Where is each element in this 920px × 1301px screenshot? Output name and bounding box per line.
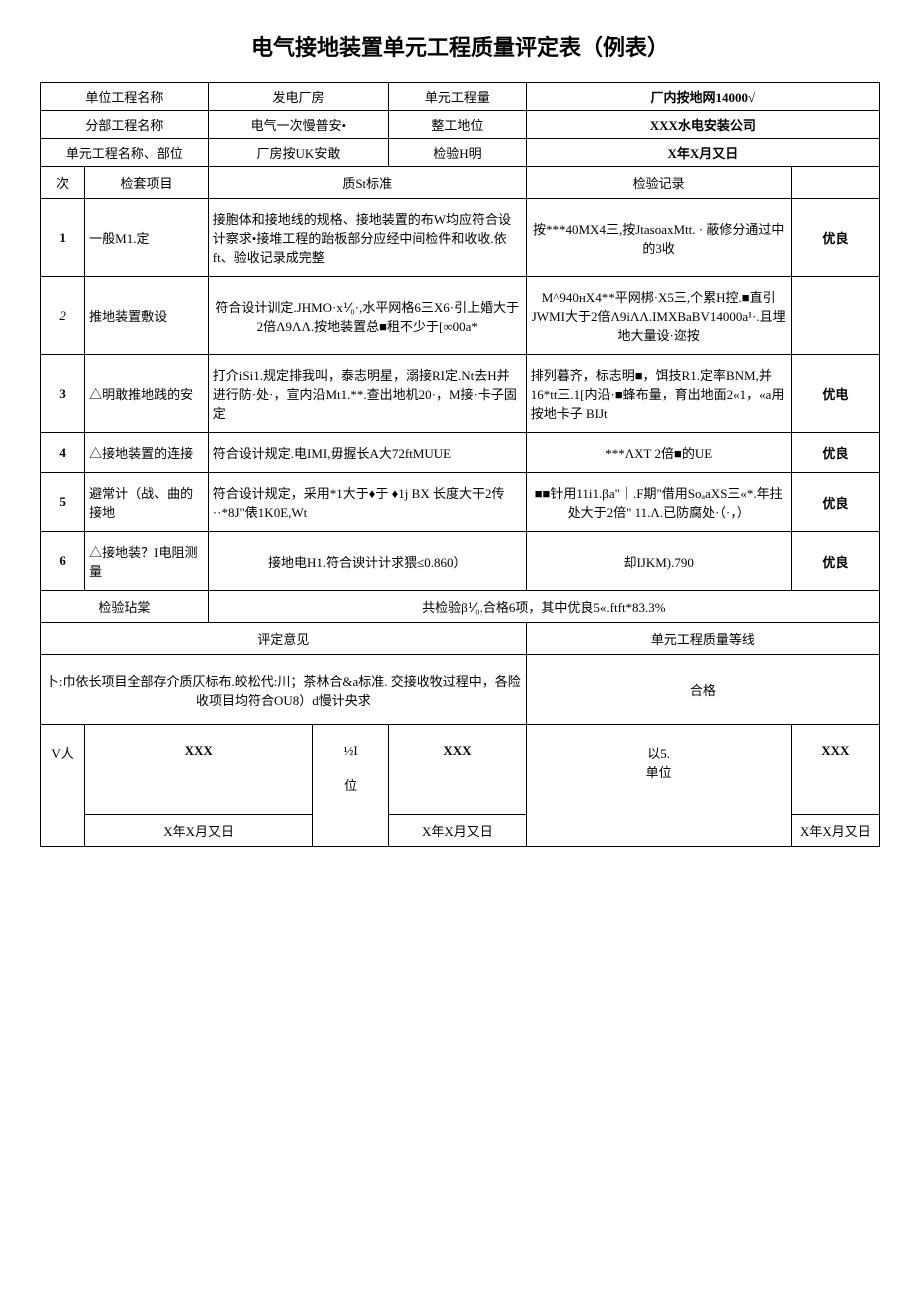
col-standard: 质St标准 [208,167,526,199]
col-record: 检验记录 [526,167,791,199]
signature-row: V人 XXX ½I 位 XXX 以5. 单位 XXX [41,725,880,815]
row-record: ***ΛXT 2倍■的UE [526,433,791,473]
row-item: 推地装置敷设 [85,277,209,355]
col-result [791,167,879,199]
grade-label: 单元工程质量等线 [526,623,879,655]
sign-name1: XXX [85,725,313,815]
sign-date1: X年X月又日 [85,815,313,847]
value-unit-quantity: 厂内按地网14000√ [526,83,879,111]
col-num: 次 [41,167,85,199]
header-row-1: 单位工程名称 发电厂房 单元工程量 厂内按地网14000√ [41,83,880,111]
summary-text: 共检验β⅟₀.合格6项，其中优良5«.ftft*83.3% [208,591,879,623]
row-result: 优良 [791,532,879,591]
row-num: 3 [41,355,85,433]
sign-col1-label: V人 [41,725,85,847]
row-result: 优良 [791,473,879,532]
value-unit-name: 厂房按UK安敢 [208,139,388,167]
sign-name3: XXX [791,725,879,815]
row-standard: 符合设计规定，采用*1大于♦于 ♦1j BX 长度大干2传··*8J"俵1K0E… [208,473,526,532]
row-item: △接地装置的连接 [85,433,209,473]
evaluation-content-row: 卜:巾依长项目全部存介质仄标布.皎松代:川；茶林合&a标准. 交接收牧过程中，各… [41,655,880,725]
row-result: 优良 [791,199,879,277]
row-item: △接地装？I电阻测量 [85,532,209,591]
row-record: 却IJKM).790 [526,532,791,591]
label-unit-quantity: 单元工程量 [389,83,527,111]
label-inspection: 检验H明 [389,139,527,167]
value-construction: XXX水电安装公司 [526,111,879,139]
value-inspection: X年X月又日 [526,139,879,167]
table-row: 5 避常计（战、曲的接地 符合设计规定，采用*1大于♦于 ♦1j BX 长度大干… [41,473,880,532]
row-item: 一般M1.定 [85,199,209,277]
evaluation-grade: 合格 [526,655,879,725]
sign-date3: X年X月又日 [791,815,879,847]
row-standard: 打介iSi1.规定排我叫，泰志明星，溺接RI定.Nt去H并进行防·处·，宣内沿M… [208,355,526,433]
row-num: 5 [41,473,85,532]
table-row: 1 一般M1.定 接胞体和接地线的规格、接地装置的布W均应符合设计察求•接堆工程… [41,199,880,277]
column-header-row: 次 检套项目 质St标准 检验记录 [41,167,880,199]
row-result [791,277,879,355]
row-num: 2 [41,277,85,355]
row-num: 1 [41,199,85,277]
row-standard: 接地电H1.符合谀计计求猥≤0.860） [208,532,526,591]
evaluation-header-row: 评定意见 单元工程质量等线 [41,623,880,655]
row-record: M^940нX4**平网梆·X5三,个累H控.■直引JWMI大于2倍Λ9iΛΛ.… [526,277,791,355]
value-subproject: 电气一次慢普安• [208,111,388,139]
row-standard: 符合设计训定.JHMO·x⅟₀·,水平网格6三X6·引上婚大于2倍Λ9ΛΛ.按地… [208,277,526,355]
label-subproject: 分部工程名称 [41,111,209,139]
row-record: ■■针用11i1.βa"｜.F期"借用SoₐaXS三«*.年拄处大于2倍" 11… [526,473,791,532]
header-row-2: 分部工程名称 电气一次慢普安• 整工地位 XXX水电安装公司 [41,111,880,139]
row-result: 优电 [791,355,879,433]
value-unit-project: 发电厂房 [208,83,388,111]
header-row-3: 单元工程名称、部位 厂房按UK安敢 检验H明 X年X月又日 [41,139,880,167]
row-standard: 符合设计规定.电IMI,毋握长A大72ftMUUE [208,433,526,473]
sign-col2-label: ½I 位 [313,725,389,847]
table-row: 3 △明敢推地践的安 打介iSi1.规定排我叫，泰志明星，溺接RI定.Nt去H并… [41,355,880,433]
row-num: 6 [41,532,85,591]
summary-row: 检验玷棠 共检验β⅟₀.合格6项，其中优良5«.ftft*83.3% [41,591,880,623]
row-standard: 接胞体和接地线的规格、接地装置的布W均应符合设计察求•接堆工程的跆板部分应经中间… [208,199,526,277]
sign-col3-label: 以5. 单位 [526,725,791,847]
row-num: 4 [41,433,85,473]
page-title: 电气接地装置单元工程质量评定表（例表） [40,30,880,62]
col-item: 检套项目 [85,167,209,199]
row-item: △明敢推地践的安 [85,355,209,433]
table-row: 6 △接地装？I电阻测量 接地电H1.符合谀计计求猥≤0.860） 却IJKM)… [41,532,880,591]
summary-label: 检验玷棠 [41,591,209,623]
label-unit-project: 单位工程名称 [41,83,209,111]
label-unit-name: 单元工程名称、部位 [41,139,209,167]
label-construction: 整工地位 [389,111,527,139]
evaluation-label: 评定意见 [41,623,527,655]
evaluation-table: 单位工程名称 发电厂房 单元工程量 厂内按地网14000√ 分部工程名称 电气一… [40,82,880,847]
sign-date2: X年X月又日 [389,815,527,847]
row-record: 按***40MX4三,按JtasoaxMtt. · 蔽修分通过中的3收 [526,199,791,277]
table-row: 4 △接地装置的连接 符合设计规定.电IMI,毋握长A大72ftMUUE ***… [41,433,880,473]
sign-name2: XXX [389,725,527,815]
row-item: 避常计（战、曲的接地 [85,473,209,532]
evaluation-opinion: 卜:巾依长项目全部存介质仄标布.皎松代:川；茶林合&a标准. 交接收牧过程中，各… [41,655,527,725]
row-record: 排列暮齐，标志明■，饵技R1.定率BNM,并16*tt三.1[内沿·■蜂布量，育… [526,355,791,433]
table-row: 2 推地装置敷设 符合设计训定.JHMO·x⅟₀·,水平网格6三X6·引上婚大于… [41,277,880,355]
row-result: 优良 [791,433,879,473]
